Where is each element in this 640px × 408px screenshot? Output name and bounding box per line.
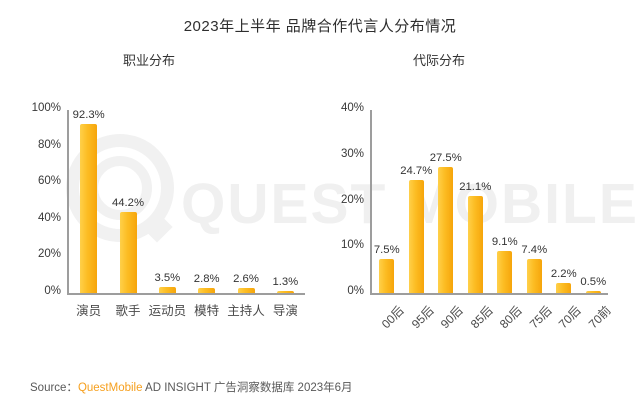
x-category-label: 导演 xyxy=(272,304,298,318)
source-rest: AD INSIGHT 广告洞察数据库 2023年6月 xyxy=(142,382,353,394)
y-tick-label: 60% xyxy=(37,175,61,188)
bar-value-label: 1.3% xyxy=(272,275,299,288)
bar xyxy=(585,290,601,293)
y-tick-label: 30% xyxy=(340,147,364,160)
bar-value-label: 9.1% xyxy=(491,236,518,249)
bar-value-label: 0.5% xyxy=(580,275,607,288)
x-category-label: 90后 xyxy=(438,303,467,332)
source-brand: QuestMobile xyxy=(77,382,143,394)
x-category-label: 演员 xyxy=(76,304,102,318)
bar xyxy=(497,251,513,293)
bar xyxy=(198,287,216,293)
bar xyxy=(556,282,572,293)
y-tick-label: 20% xyxy=(37,248,61,261)
y-tick-label: 20% xyxy=(340,193,364,206)
occupation-chart-title: 职业分布 xyxy=(123,53,176,68)
bar-value-label: 27.5% xyxy=(429,152,462,165)
bar xyxy=(80,124,98,293)
y-tick-label: 40% xyxy=(37,211,61,224)
y-tick-label: 100% xyxy=(31,102,61,114)
bar xyxy=(408,180,424,293)
x-category-label: 模特 xyxy=(194,304,220,318)
y-tick-label: 40% xyxy=(340,102,364,114)
bar xyxy=(526,259,542,293)
bar xyxy=(379,258,395,293)
bar-value-label: 7.5% xyxy=(373,243,400,256)
bar-value-label: 44.2% xyxy=(111,197,145,210)
source-label: Source： xyxy=(30,382,78,394)
x-category-label: 70前 xyxy=(585,303,614,332)
x-category-label: 85后 xyxy=(467,303,496,332)
y-tick-label: 80% xyxy=(37,138,61,151)
x-category-label: 主持人 xyxy=(227,304,265,318)
bar-value-label: 2.2% xyxy=(550,267,577,280)
x-category-label: 00后 xyxy=(379,303,408,332)
bar-value-label: 92.3% xyxy=(72,109,105,122)
x-category-label: 95后 xyxy=(408,303,437,332)
bar-value-label: 2.6% xyxy=(233,273,259,286)
bar-value-label: 3.5% xyxy=(154,271,181,284)
page-title: 2023年上半年 品牌合作代言人分布情况 xyxy=(183,18,457,35)
source-line: Source：QuestMobile AD INSIGHT 广告洞察数据库 20… xyxy=(30,379,353,395)
bar-value-label: 21.1% xyxy=(459,181,492,194)
bar xyxy=(237,288,255,293)
bar-value-label: 7.4% xyxy=(521,244,548,257)
bar xyxy=(119,212,137,293)
x-category-label: 运动员 xyxy=(148,304,187,318)
bar xyxy=(276,290,294,293)
x-category-label: 70后 xyxy=(556,303,585,332)
x-category-label: 80后 xyxy=(497,303,526,332)
generation-chart-title: 代际分布 xyxy=(413,53,466,68)
bar xyxy=(438,167,454,293)
y-tick-label: 10% xyxy=(340,239,364,252)
occupation-bar-chart: 100% 80% 60% 40% 20% 0% 92.3% 演员 44.2% 歌手 3.5% 运动员 2… xyxy=(32,102,305,318)
bar-value-label: 24.7% xyxy=(400,165,433,177)
y-tick-label: 0% xyxy=(44,285,61,297)
x-category-label: 歌手 xyxy=(115,304,141,318)
bar-value-label: 2.8% xyxy=(193,272,220,285)
x-category-label: 75后 xyxy=(526,303,555,332)
y-tick-label: 0% xyxy=(347,285,364,297)
generation-bar-chart: 40% 30% 20% 10% 0% 7.5% 00后 24.7% 95后 27.5% 90后 21.… xyxy=(341,102,614,331)
bar xyxy=(467,196,483,293)
bar xyxy=(158,286,176,293)
